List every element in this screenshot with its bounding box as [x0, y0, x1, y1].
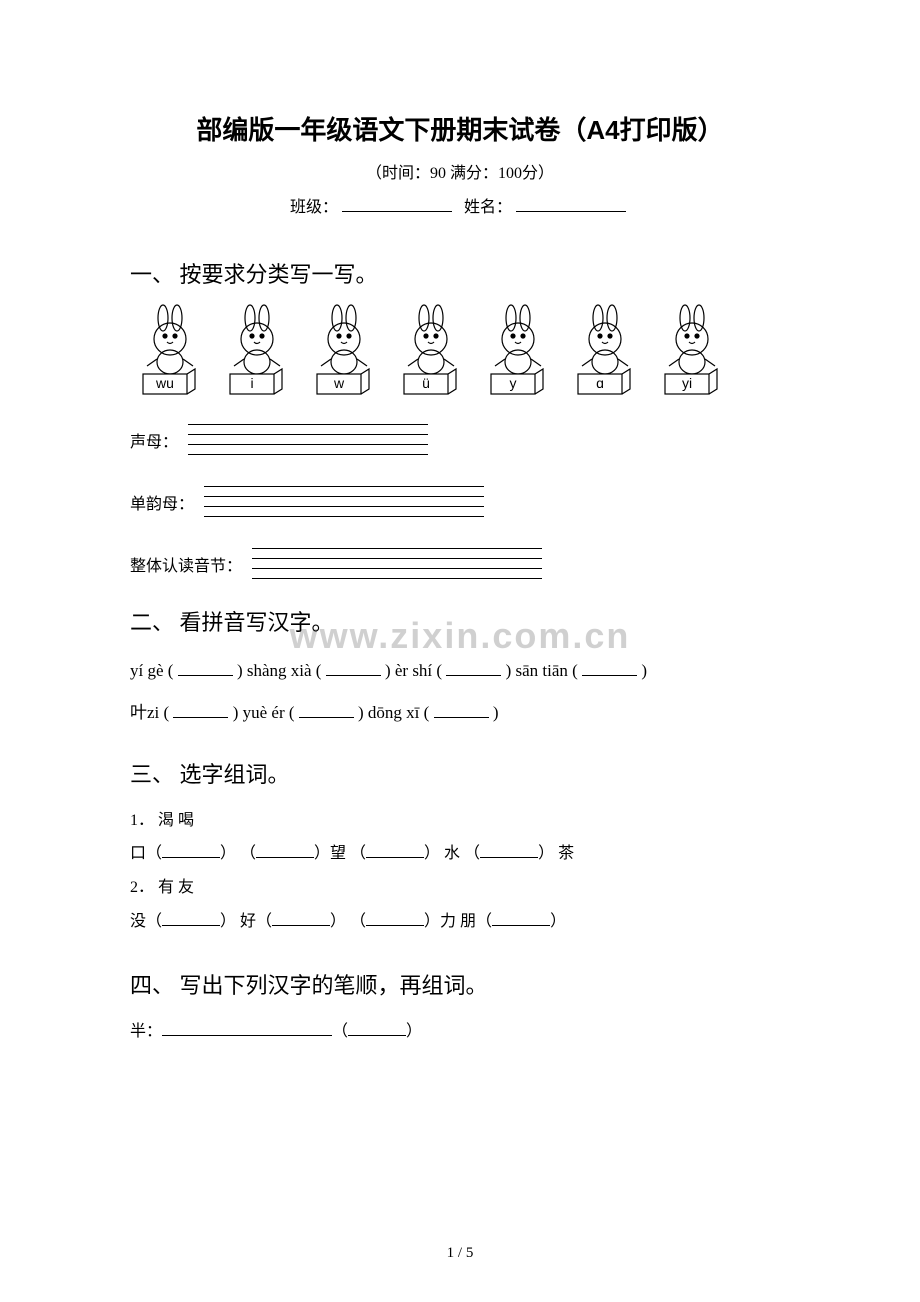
q4-line1: 半： （ ）: [130, 1015, 790, 1049]
q3-2-label: 2． 有 友: [130, 871, 790, 905]
rabbit-sign: w: [334, 375, 344, 391]
text: ）望 （: [314, 845, 366, 862]
rabbit-sign: ɑ: [596, 375, 604, 391]
text: ） 好（: [220, 913, 272, 930]
document-title: 部编版一年级语文下册期末试卷（A4打印版）: [130, 110, 790, 147]
blank: [173, 717, 228, 718]
document-subtitle: （时间：90 满分：100分）: [130, 159, 790, 183]
class-label: 班级：: [290, 199, 338, 216]
text: ）力 朋（: [424, 913, 492, 930]
blank: [178, 675, 233, 676]
rabbit-item: yi: [657, 304, 732, 399]
document-content: 部编版一年级语文下册期末试卷（A4打印版） （时间：90 满分：100分） 班级…: [130, 110, 790, 1049]
text: ） 茶: [538, 845, 574, 862]
text: ) dōng xī (: [354, 703, 434, 722]
student-info-line: 班级： 姓名：: [130, 193, 790, 217]
blank: [446, 675, 501, 676]
text: ) sān tiān (: [501, 661, 582, 680]
blank: [366, 857, 424, 858]
name-blank: [516, 211, 626, 212]
shengmu-label: 声母：: [130, 428, 178, 452]
blank: [299, 717, 354, 718]
rabbit-item: y: [483, 304, 558, 399]
rabbit-sign: wu: [156, 375, 174, 391]
blank: [366, 925, 424, 926]
text: ): [637, 661, 647, 680]
blank: [492, 925, 550, 926]
blank: [326, 675, 381, 676]
blank: [162, 1035, 332, 1036]
rabbit-item: i: [222, 304, 297, 399]
answer-row-3: 整体认读音节：: [130, 548, 790, 580]
section1-heading: 一、 按要求分类写一写。: [130, 257, 790, 289]
text: ）: [406, 1023, 422, 1040]
q3-1-label: 1． 渴 喝: [130, 804, 790, 838]
rabbit-item: ɑ: [570, 304, 645, 399]
text: ) yuè ér (: [228, 703, 298, 722]
four-line-box: [204, 486, 484, 518]
blank: [480, 857, 538, 858]
pinyin-line-2: 叶zi ( ) yuè ér ( ) dōng xī ( ): [130, 694, 790, 731]
blank: [162, 857, 220, 858]
text: ): [489, 703, 499, 722]
rabbit-sign: yi: [682, 375, 692, 391]
blank: [582, 675, 637, 676]
page-number: 1 / 5: [447, 1245, 474, 1262]
blank: [434, 717, 489, 718]
class-blank: [342, 211, 452, 212]
text: （: [332, 1023, 348, 1040]
section4-heading: 四、 写出下列汉字的笔顺，再组词。: [130, 968, 790, 1000]
danyunmu-label: 单韵母：: [130, 490, 194, 514]
q3-2-items: 没（ ） 好（ ） （ ）力 朋（ ）: [130, 905, 790, 939]
four-line-box: [188, 424, 428, 456]
text: ） （: [330, 913, 366, 930]
text: 没（: [130, 913, 162, 930]
rabbit-item: wu: [135, 304, 210, 399]
text: yí gè (: [130, 661, 178, 680]
section2-heading: 二、 看拼音写汉字。: [130, 605, 790, 637]
text: ) shàng xià (: [233, 661, 326, 680]
blank: [348, 1035, 406, 1036]
four-line-box: [252, 548, 542, 580]
blank: [272, 925, 330, 926]
text: 叶zi (: [130, 703, 173, 722]
pinyin-line-1: yí gè ( ) shàng xià ( ) èr shí ( ) sān t…: [130, 652, 790, 689]
answer-row-2: 单韵母：: [130, 486, 790, 518]
rabbits-row: wu i w: [135, 304, 790, 399]
text: 半：: [130, 1023, 162, 1040]
name-label: 姓名：: [464, 199, 512, 216]
q3-1-items: 口（ ） （ ）望 （ ） 水 （ ） 茶: [130, 837, 790, 871]
text: ) èr shí (: [381, 661, 447, 680]
text: ） 水 （: [424, 845, 480, 862]
rabbit-item: ü: [396, 304, 471, 399]
rabbit-sign: ü: [422, 375, 430, 391]
text: 口（: [130, 845, 162, 862]
rabbit-sign: i: [250, 375, 253, 391]
rabbit-sign: y: [510, 375, 517, 391]
answer-row-1: 声母：: [130, 424, 790, 456]
rabbit-item: w: [309, 304, 384, 399]
blank: [162, 925, 220, 926]
zhengti-label: 整体认读音节：: [130, 552, 242, 576]
text: ） （: [220, 845, 256, 862]
text: ）: [550, 913, 566, 930]
section3-heading: 三、 选字组词。: [130, 757, 790, 789]
blank: [256, 857, 314, 858]
